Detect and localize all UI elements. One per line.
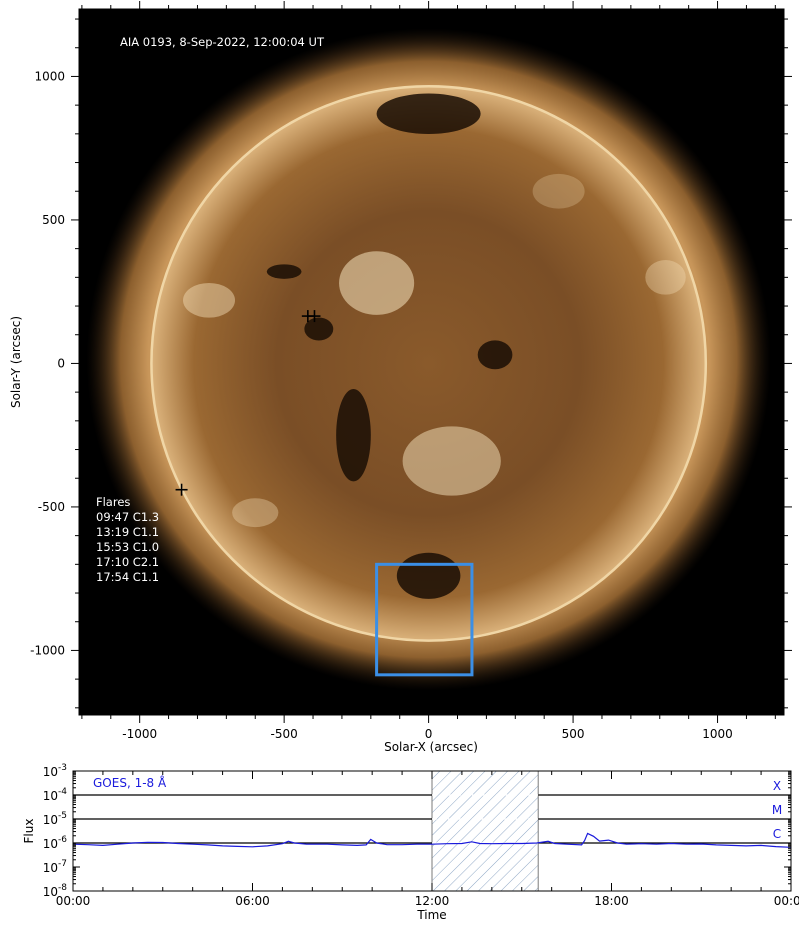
class-label-x: X xyxy=(773,779,781,793)
class-label-m: M xyxy=(772,803,782,817)
goes-class-labels: X M C xyxy=(772,779,782,841)
goes-panel: 10-310-410-510-610-710-800:00 06:00 12:00 1… xyxy=(22,763,799,922)
x-tick-label: -1000 xyxy=(122,727,157,741)
flare-list-item: 13:19 C1.1 xyxy=(96,525,159,539)
coronal-hole xyxy=(376,93,481,134)
goes-shaded-window xyxy=(431,770,539,892)
active-region xyxy=(339,251,415,315)
goes-x-tick-label: 06:00 xyxy=(235,894,270,908)
x-tick-label: 0 xyxy=(425,727,433,741)
active-region xyxy=(232,498,279,528)
coronal-hole xyxy=(304,317,334,341)
image-axes: -1000 -500 0 500 1000 1000 500 0 -500 -1000 xyxy=(30,1,792,741)
flare-list-item: 09:47 C1.3 xyxy=(96,510,159,524)
goes-y-tick-label: 10-3 xyxy=(43,763,67,779)
active-region xyxy=(183,282,236,318)
goes-series-label: GOES, 1-8 Å xyxy=(93,775,167,790)
solar-disk xyxy=(152,87,705,640)
x-tick-label: -500 xyxy=(271,727,298,741)
y-tick-label: 500 xyxy=(42,213,65,227)
y-tick-label: 1000 xyxy=(34,69,65,83)
flare-list-item: 17:54 C1.1 xyxy=(96,570,159,584)
x-tick-label: 500 xyxy=(562,727,585,741)
active-region xyxy=(402,426,501,496)
solar-image-panel: AIA 0193, 8-Sep-2022, 12:00:04 UT Flares… xyxy=(9,1,792,754)
class-label-c: C xyxy=(773,827,781,841)
goes-x-tick-label: 00:00 xyxy=(774,894,799,908)
flare-marker xyxy=(308,310,321,323)
goes-flux-curve xyxy=(72,832,792,848)
image-frame xyxy=(78,8,785,716)
image-title: AIA 0193, 8-Sep-2022, 12:00:04 UT xyxy=(120,35,325,49)
goes-y-tick-label: 10-7 xyxy=(43,859,67,875)
y-tick-label: -1000 xyxy=(30,643,65,657)
goes-axes: 10-310-410-510-610-710-800:00 06:00 12:00 1… xyxy=(43,763,799,908)
region-of-interest-box xyxy=(375,562,474,677)
y-tick-label: 0 xyxy=(57,356,65,370)
flare-list-heading: Flares xyxy=(96,495,130,509)
flare-list-item: 15:53 C1.0 xyxy=(96,540,159,554)
flare-list: Flares 09:47 C1.3 13:19 C1.1 15:53 C1.0 … xyxy=(96,495,159,584)
goes-x-tick-label: 12:00 xyxy=(415,894,450,908)
coronal-hole xyxy=(477,340,513,370)
solar-limb xyxy=(150,85,708,642)
flare-markers xyxy=(175,310,321,496)
coronal-hole xyxy=(336,388,371,482)
active-region xyxy=(532,173,585,209)
flare-marker xyxy=(175,483,188,496)
goes-y-axis-title: Flux xyxy=(22,819,36,844)
y-axis-title: Solar-Y (arcsec) xyxy=(9,316,23,408)
goes-y-tick-label: 10-5 xyxy=(43,811,67,827)
coronal-hole xyxy=(266,264,302,279)
goes-y-tick-label: 10-4 xyxy=(43,787,68,803)
goes-x-tick-label: 18:00 xyxy=(594,894,629,908)
goes-x-axis-title: Time xyxy=(416,908,446,922)
active-region xyxy=(645,260,686,295)
flare-list-item: 17:10 C2.1 xyxy=(96,555,159,569)
y-tick-label: -500 xyxy=(38,500,65,514)
x-axis-title: Solar-X (arcsec) xyxy=(384,740,478,754)
x-tick-label: 1000 xyxy=(702,727,733,741)
goes-y-tick-label: 10-6 xyxy=(43,835,68,851)
goes-x-tick-label: 00:00 xyxy=(56,894,91,908)
coronal-hole xyxy=(396,552,461,599)
